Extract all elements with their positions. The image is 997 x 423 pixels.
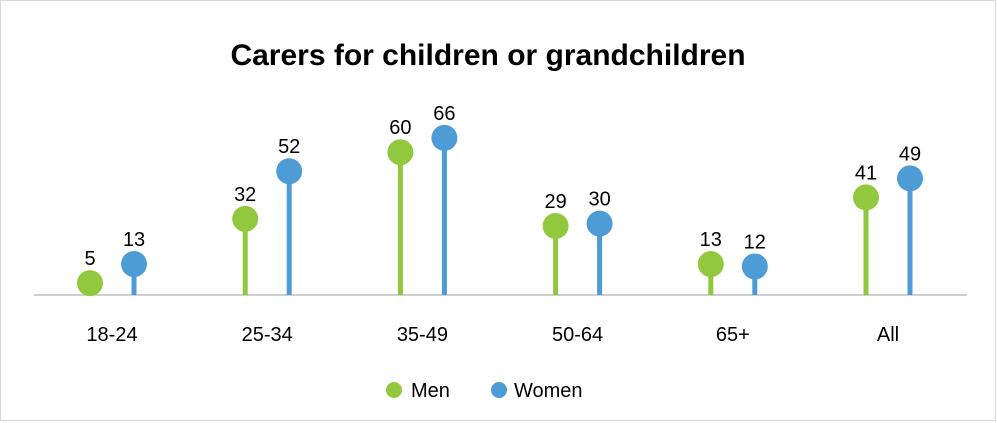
point-men-1 [232, 205, 259, 232]
point-men-4 [697, 251, 724, 278]
x-tick-label-1: 25-34 [242, 324, 293, 346]
x-tick-label-0: 18-24 [86, 324, 137, 346]
data-label-women-2: 66 [433, 103, 455, 125]
x-tick-label-5: All [877, 324, 899, 346]
legend-swatch-women [491, 382, 507, 398]
data-label-men-4: 13 [700, 229, 722, 251]
legend-item-men: Men [386, 380, 450, 402]
point-women-1 [276, 158, 303, 185]
legend: Men Women [386, 380, 583, 402]
data-label-women-1: 52 [278, 136, 300, 158]
point-men-0 [77, 270, 103, 297]
point-men-5 [853, 184, 879, 211]
data-label-men-5: 41 [855, 162, 877, 184]
legend-label-men: Men [411, 380, 450, 402]
data-label-men-0: 5 [84, 248, 95, 270]
x-tick-label-2: 35-49 [397, 324, 448, 346]
legend-item-women: Women [491, 380, 583, 402]
point-men-2 [387, 139, 414, 166]
data-label-women-5: 49 [899, 143, 921, 165]
data-label-women-0: 13 [123, 229, 145, 251]
point-women-2 [431, 124, 458, 151]
legend-label-women: Women [514, 380, 583, 402]
point-women-0 [121, 251, 147, 278]
point-men-3 [542, 212, 569, 239]
data-label-women-3: 30 [588, 189, 610, 211]
x-tick-label-4: 65+ [716, 324, 750, 346]
data-label-men-1: 32 [234, 184, 256, 206]
point-women-5 [897, 165, 923, 192]
data-label-women-4: 12 [744, 231, 766, 253]
legend-swatch-men [386, 382, 402, 398]
data-label-men-3: 29 [544, 191, 566, 213]
data-label-men-2: 60 [389, 117, 411, 139]
point-women-4 [741, 253, 768, 280]
x-tick-label-3: 50-64 [552, 324, 603, 346]
chart-marks: 5 13 32 52 60 66 29 30 13 12 41 49 [77, 103, 923, 297]
x-axis-ticks: 18-24 25-34 35-49 50-64 65+ All [86, 324, 899, 346]
point-women-3 [586, 210, 613, 237]
chart-title: Carers for children or grandchildren [230, 39, 745, 72]
